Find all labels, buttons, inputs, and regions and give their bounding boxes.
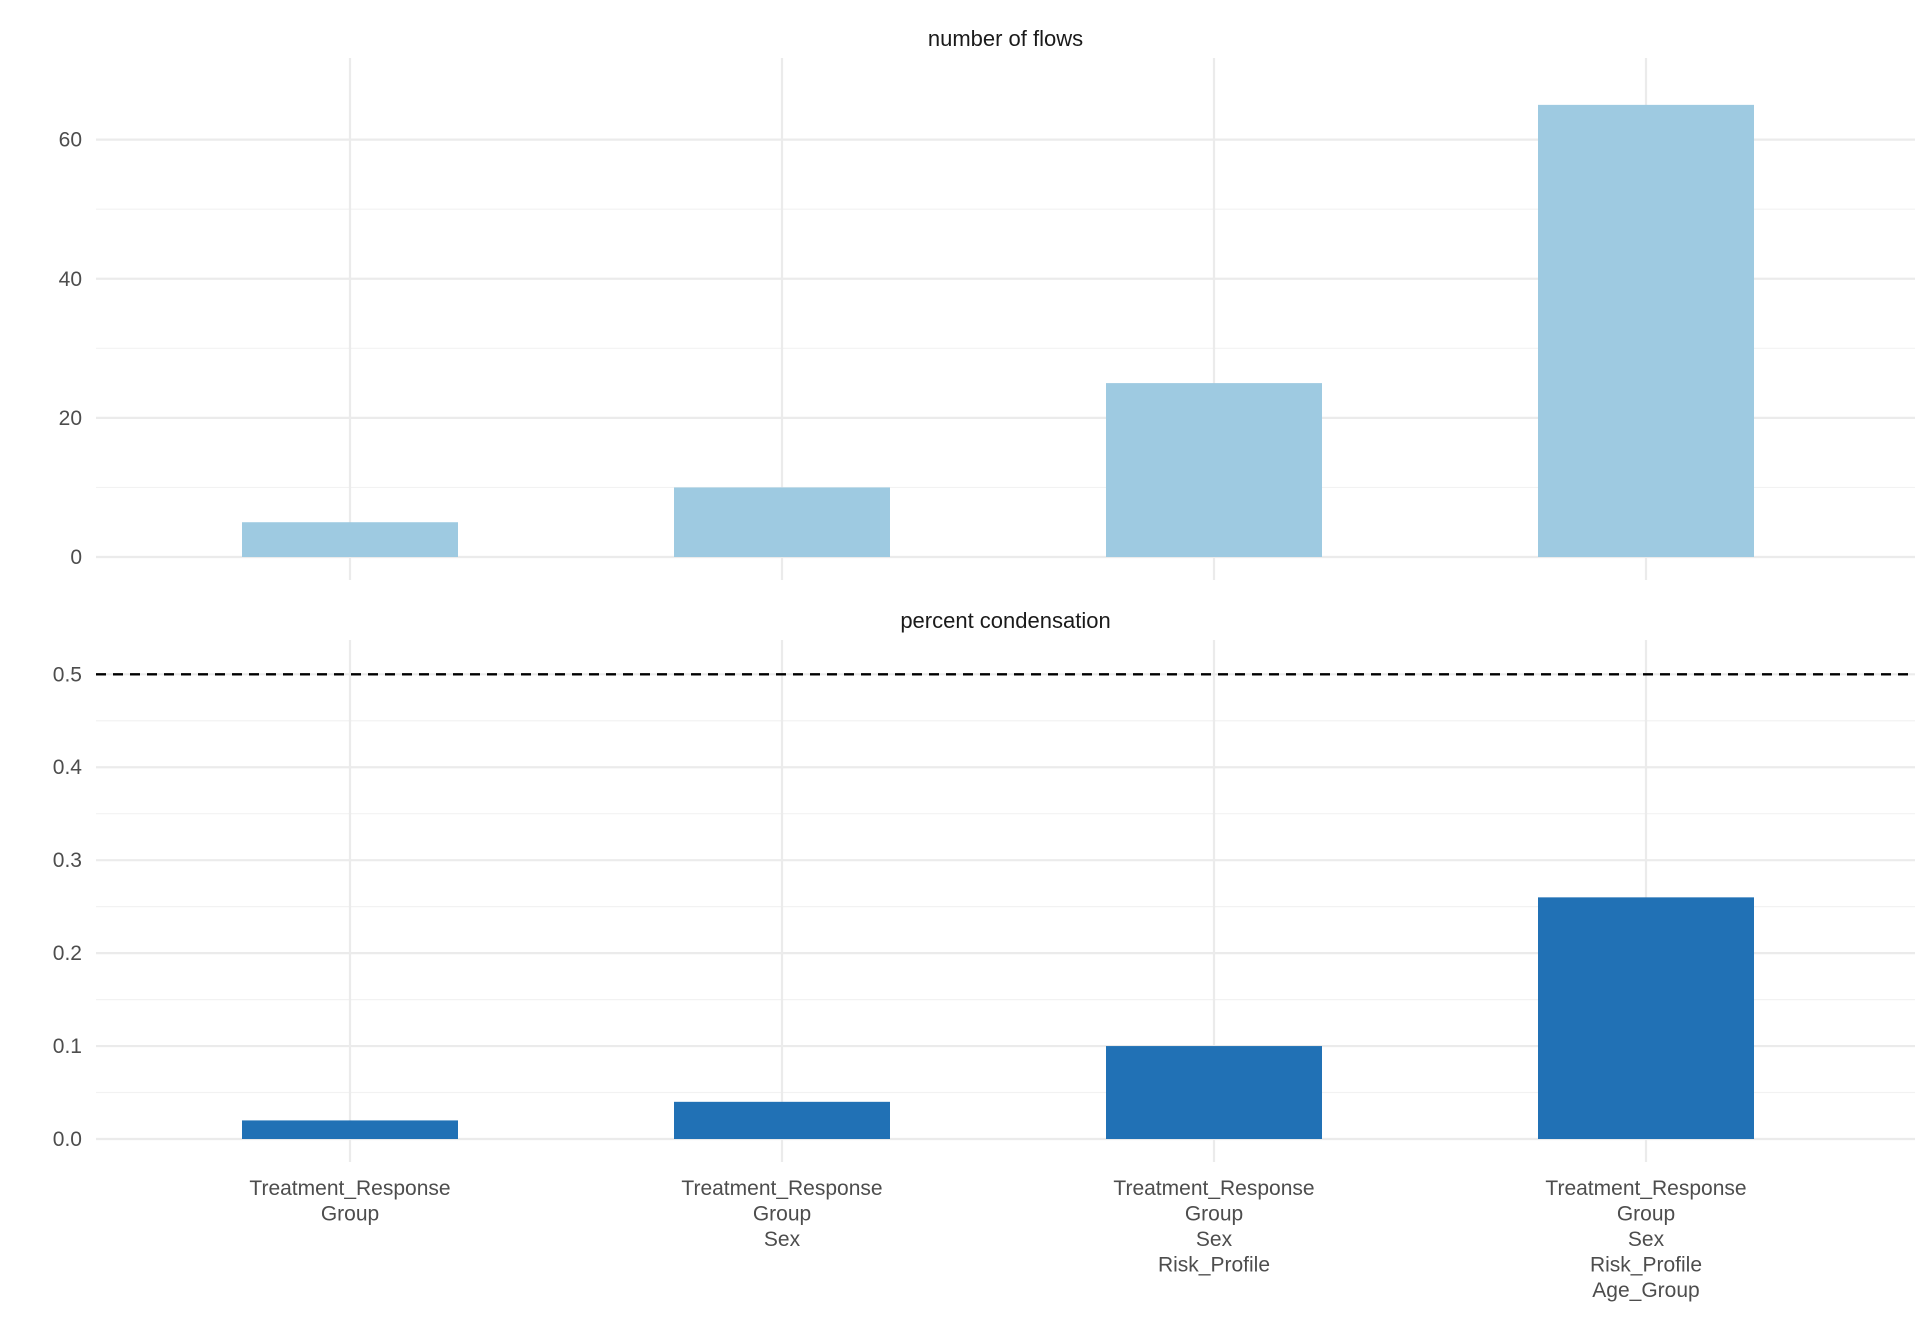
bar-1: [242, 1120, 458, 1139]
y-tick-label: 40: [59, 268, 82, 291]
x-tick-label-line: Treatment_Response: [1113, 1177, 1314, 1200]
y-tick-label: 0: [70, 546, 82, 569]
x-tick-label-line: Risk_Profile: [1158, 1254, 1270, 1277]
y-tick-label: 60: [59, 129, 82, 152]
x-tick-label-line: Age_Group: [1592, 1279, 1699, 1302]
x-tick-label-line: Treatment_Response: [681, 1177, 882, 1200]
bar-3: [1106, 1046, 1322, 1139]
bar-3: [1106, 383, 1322, 557]
x-tick-label-line: Sex: [764, 1228, 801, 1251]
y-tick-label: 0.0: [53, 1128, 82, 1151]
bar-2: [674, 1101, 890, 1139]
bar-1: [242, 522, 458, 557]
x-tick-label-line: Sex: [1628, 1228, 1665, 1251]
x-tick-label-line: Risk_Profile: [1590, 1254, 1702, 1277]
y-tick-label: 0.3: [53, 849, 82, 872]
y-tick-label: 0.2: [53, 942, 82, 965]
x-tick-label: Treatment_Response Group Sex: [681, 1177, 882, 1251]
bar-2: [674, 487, 890, 557]
x-tick-label-line: Group: [321, 1203, 379, 1226]
x-tick-label-line: Group: [1617, 1203, 1675, 1226]
panel-1: 0 20 40 60 number of flows: [59, 26, 1915, 580]
x-tick-label: Treatment_Response Group: [249, 1177, 450, 1226]
y-tick-label: 0.5: [53, 663, 82, 686]
panel-2: 0.0 0.1 0.2 0.3 0.4 0.5 percent condensation: [53, 608, 1915, 1162]
x-tick-label-line: Sex: [1196, 1228, 1233, 1251]
x-tick-label-line: Treatment_Response: [1545, 1177, 1746, 1200]
y-tick-label: 0.4: [53, 756, 83, 779]
x-tick-label-line: Group: [753, 1203, 811, 1226]
x-tick-label: Treatment_Response Group Sex Risk_Profile: [1113, 1177, 1314, 1277]
bar-4: [1538, 104, 1754, 557]
y-tick-label: 20: [59, 407, 82, 430]
bar-4: [1538, 897, 1754, 1139]
panel-title: percent condensation: [900, 608, 1110, 633]
y-tick-label: 0.1: [53, 1035, 82, 1058]
panel-title: number of flows: [928, 26, 1083, 51]
x-tick-label-line: Treatment_Response: [249, 1177, 450, 1200]
x-tick-label: Treatment_Response Group Sex Risk_Profile Ag…: [1545, 1177, 1746, 1302]
x-tick-label-line: Group: [1185, 1203, 1243, 1226]
